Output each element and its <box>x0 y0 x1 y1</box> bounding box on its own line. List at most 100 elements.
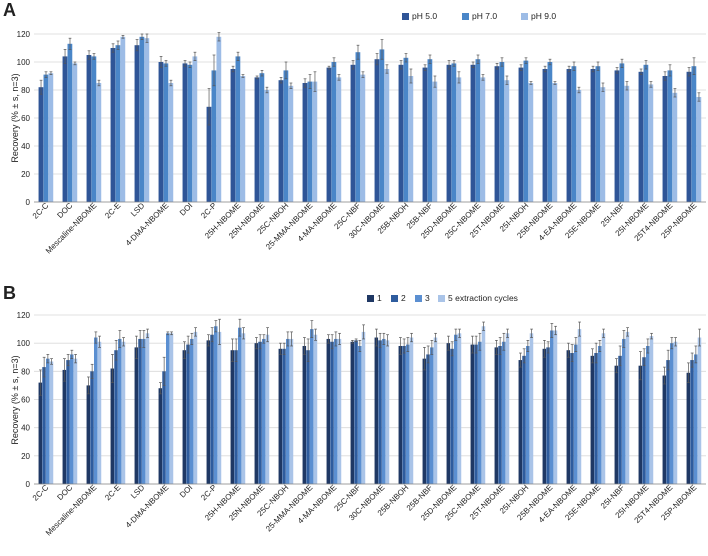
bar-25C-NBOH-pH-9.0 <box>288 85 294 202</box>
bar-25I-NBOH-pH-9.0 <box>528 83 534 202</box>
bar-4-MA-NBOME-3 <box>334 338 338 484</box>
bar-30C-NBOME-pH-7.0 <box>379 49 385 203</box>
bar-25E-NBOME-2 <box>594 353 598 484</box>
bar-25P-NBOME-2 <box>690 360 694 484</box>
bar-25I-NBF-pH-7.0 <box>619 63 625 203</box>
bar-25D-NBOME-pH-5.0 <box>446 64 452 202</box>
bar-2C-P-pH-9.0 <box>216 36 222 202</box>
y-tick-label: 40 <box>21 142 30 151</box>
bar-25B-NBOH-pH-5.0 <box>398 64 404 202</box>
bar-2C-C-1 <box>38 382 43 484</box>
bar-25H-NBOME-5-extraction-cycles <box>241 333 246 484</box>
bar-25E-NBOME-pH-9.0 <box>600 87 606 202</box>
y-tick-label: 60 <box>21 114 30 123</box>
bar-25H-NBOME-1 <box>230 350 235 484</box>
y-tick-label: 40 <box>21 424 30 433</box>
bar-25E-NBOME-pH-7.0 <box>595 66 601 202</box>
bar-Mescaline-NBOME-1 <box>86 385 91 484</box>
bar-25C-NBOME-pH-7.0 <box>475 59 481 203</box>
panel-a-bars <box>38 36 702 203</box>
y-tick-label: 100 <box>17 58 31 67</box>
legend-swatch <box>391 295 398 302</box>
bar-25N-NBOME-pH-5.0 <box>254 77 260 202</box>
bar-DOI-pH-9.0 <box>192 56 198 203</box>
bar-25-MMA-NBOME-pH-9.0 <box>312 81 318 202</box>
bar-DOC-pH-7.0 <box>67 43 73 202</box>
bar-Mescaline-NBOME-pH-7.0 <box>91 56 97 203</box>
bar-25T4-NBOME-pH-9.0 <box>672 92 678 202</box>
bar-25I-NBOH-5-extraction-cycles <box>529 333 534 484</box>
bar-25-MMA-NBOME-2 <box>306 350 310 484</box>
bar-25B-NBOME-2 <box>546 347 550 484</box>
bar-25I-NBOME-2 <box>642 357 646 484</box>
legend-label: 5 extraction cycles <box>448 293 518 303</box>
bar-25H-NBOME-pH-7.0 <box>235 56 241 203</box>
bar-25B-NBF-2 <box>426 354 430 484</box>
y-tick-label: 80 <box>21 86 30 95</box>
bar-25C-NBF-pH-7.0 <box>355 52 361 203</box>
bar-25B-NBOH-pH-7.0 <box>403 57 409 202</box>
bar-25N-NBOME-5-extraction-cycles <box>265 334 270 484</box>
bar-25I-NBOME-pH-7.0 <box>643 64 649 202</box>
bar-25-MMA-NBOME-3 <box>310 329 314 484</box>
bar-2C-C-pH-9.0 <box>48 73 54 202</box>
bar-DOI-2 <box>186 344 190 484</box>
bar-25T-NBOME-3 <box>502 341 506 484</box>
bar-25I-NBF-pH-9.0 <box>624 85 630 202</box>
bar-25P-NBOME-pH-5.0 <box>686 71 692 202</box>
bar-4-EA-NBOME-pH-7.0 <box>571 66 577 202</box>
bar-25D-NBOME-3 <box>454 334 458 484</box>
bar-25I-NBOME-pH-9.0 <box>648 84 654 202</box>
bar-25C-NBOME-1 <box>470 344 475 484</box>
bar-25I-NBOME-3 <box>646 345 650 484</box>
bar-25P-NBOME-5-extraction-cycles <box>697 337 702 484</box>
bar-25B-NBF-5-extraction-cycles <box>433 337 438 484</box>
bar-25I-NBOME-pH-5.0 <box>638 71 644 202</box>
bar-2C-C-3 <box>46 358 50 484</box>
bar-25T-NBOME-5-extraction-cycles <box>505 333 510 484</box>
bar-25I-NBOH-2 <box>522 355 526 484</box>
bar-25N-NBOME-3 <box>262 338 266 484</box>
bar-25I-NBF-5-extraction-cycles <box>625 331 630 484</box>
bar-Mescaline-NBOME-5-extraction-cycles <box>97 341 102 484</box>
bar-25T-NBOME-2 <box>498 345 502 484</box>
bar-25I-NBOME-1 <box>638 365 643 484</box>
bar-4-EA-NBOME-pH-5.0 <box>566 69 572 202</box>
panel-b-error-bars <box>39 318 701 396</box>
panel-b-y-ticks: 0 20 40 60 80 100 120 <box>17 311 31 489</box>
bar-25T4-NBOME-pH-7.0 <box>667 70 673 203</box>
bar-25D-NBOME-1 <box>446 343 451 484</box>
bar-25C-NBOME-3 <box>478 341 482 484</box>
bar-25N-NBOME-1 <box>254 343 259 484</box>
bar-25I-NBOH-3 <box>526 345 530 484</box>
bar-25B-NBOME-3 <box>550 330 554 484</box>
bar-25C-NBOH-pH-7.0 <box>283 70 289 203</box>
panel-a-y-axis-title: Recovery (% ± s, n=3) <box>10 73 20 162</box>
bar-DOI-5-extraction-cycles <box>193 331 198 484</box>
legend-label: pH 7.0 <box>472 11 497 21</box>
bar-25B-NBOH-3 <box>406 344 410 484</box>
bar-DOC-pH-9.0 <box>72 63 78 203</box>
bar-25T-NBOME-pH-9.0 <box>504 80 510 202</box>
bar-25B-NBOME-1 <box>542 348 547 484</box>
panel-a-legend: pH 5.0 pH 7.0 pH 9.0 <box>402 11 556 21</box>
legend-swatch <box>462 13 469 20</box>
bar-25C-NBOH-pH-5.0 <box>278 80 284 202</box>
legend-swatch <box>521 13 528 20</box>
bar-25I-NBF-1 <box>614 365 619 484</box>
panel-b-chart: B Recovery (% ± s, n=3) 0 20 40 60 80 100 1 2 0 … <box>3 283 706 538</box>
panel-b-letter: B <box>3 283 16 303</box>
bar-LSD-pH-7.0 <box>139 36 145 202</box>
bar-DOI-1 <box>182 350 187 484</box>
bar-25I-NBOME-5-extraction-cycles <box>649 336 654 484</box>
bar-30C-NBOME-pH-5.0 <box>374 59 380 203</box>
bar-30C-NBOME-pH-9.0 <box>384 69 390 202</box>
bar-25T4-NBOME-pH-5.0 <box>662 76 668 202</box>
panel-a-letter: A <box>3 0 16 20</box>
bar-4-DMA-NBOME-pH-9.0 <box>168 83 174 202</box>
bar-25B-NBF-pH-7.0 <box>427 59 433 203</box>
bar-25H-NBOME-pH-5.0 <box>230 69 236 202</box>
bar-25C-NBF-3 <box>358 345 362 484</box>
y-tick-label: 0 <box>26 480 31 489</box>
panel-b-y-axis-title: Recovery (% ± s, n=3) <box>10 355 20 444</box>
